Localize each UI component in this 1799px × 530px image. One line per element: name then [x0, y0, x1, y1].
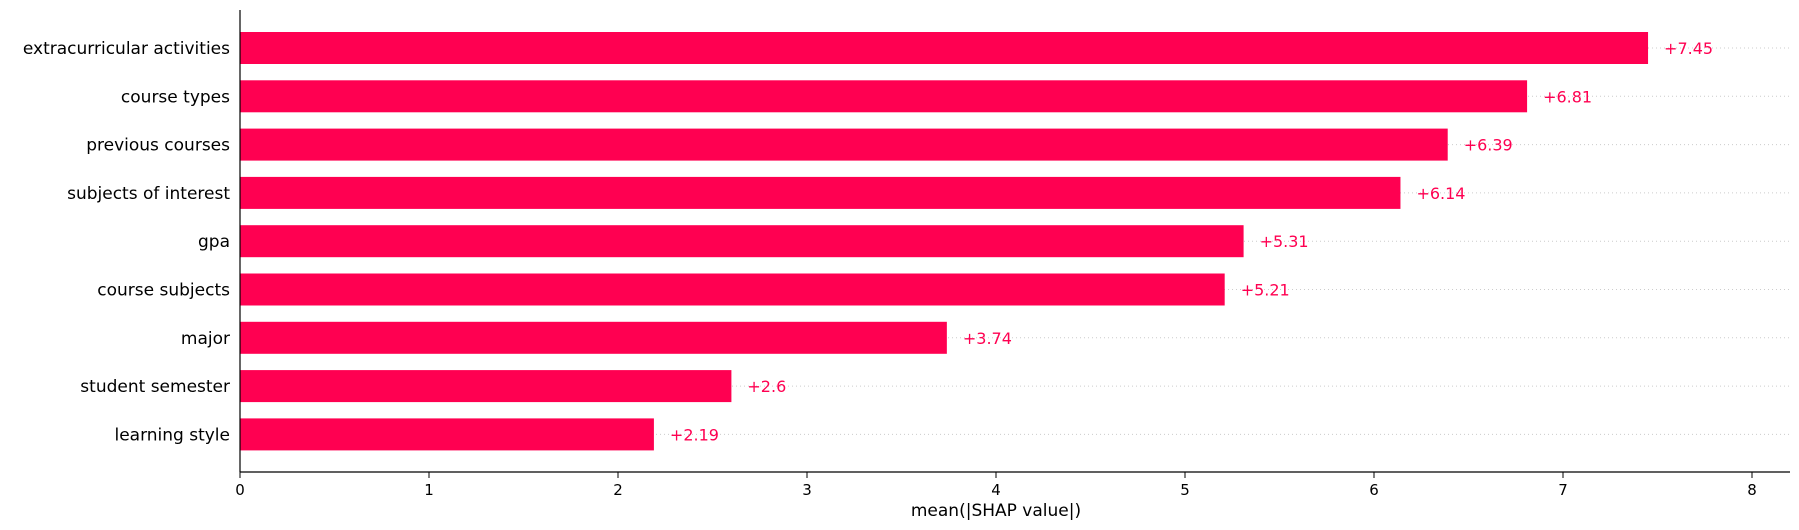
category-labels: extracurricular activities course types pr… — [23, 39, 230, 445]
bar — [240, 418, 654, 451]
bar-value-label: +6.81 — [1543, 87, 1592, 106]
bar-value-label: +3.74 — [963, 329, 1012, 348]
bar-value-label: +2.19 — [670, 425, 719, 444]
category-label: course types — [121, 87, 230, 107]
x-tick-label: 5 — [1180, 481, 1190, 499]
bar — [240, 80, 1528, 113]
x-tick-label: 4 — [991, 481, 1001, 499]
category-label: student semester — [80, 377, 230, 397]
bar — [240, 225, 1244, 258]
x-ticks: 0 1 2 3 4 5 6 7 8 — [235, 472, 1757, 499]
bar — [240, 370, 732, 403]
category-label: extracurricular activities — [23, 39, 230, 59]
bar-value-label: +2.6 — [747, 377, 786, 396]
x-axis-title: mean(|SHAP value|) — [911, 501, 1081, 521]
x-tick-label: 0 — [235, 481, 245, 499]
bar — [240, 176, 1401, 209]
x-tick-label: 7 — [1558, 481, 1568, 499]
axes — [239, 10, 1790, 473]
category-label: course subjects — [97, 281, 230, 301]
value-labels: +7.45 +6.81 +6.39 +6.14 +5.31 +5.21 +3.74 +2.6 +… — [670, 39, 1713, 444]
bar — [240, 273, 1225, 306]
x-tick-label: 1 — [424, 481, 434, 499]
category-label: learning style — [114, 425, 230, 445]
bar-value-label: +7.45 — [1664, 39, 1713, 58]
category-label: gpa — [198, 232, 230, 252]
bar-value-label: +6.14 — [1416, 184, 1465, 203]
bar-value-label: +6.39 — [1464, 136, 1513, 155]
x-tick-label: 2 — [613, 481, 623, 499]
bar-value-label: +5.31 — [1260, 232, 1309, 251]
bar-value-label: +5.21 — [1241, 281, 1290, 300]
bar — [240, 128, 1448, 161]
bar — [240, 32, 1649, 64]
category-label: major — [181, 329, 230, 349]
x-tick-label: 3 — [802, 481, 812, 499]
bars — [240, 32, 1649, 451]
x-tick-label: 6 — [1369, 481, 1379, 499]
category-label: previous courses — [86, 136, 230, 156]
x-tick-label: 8 — [1747, 481, 1757, 499]
category-label: subjects of interest — [67, 184, 230, 204]
bar — [240, 321, 947, 354]
